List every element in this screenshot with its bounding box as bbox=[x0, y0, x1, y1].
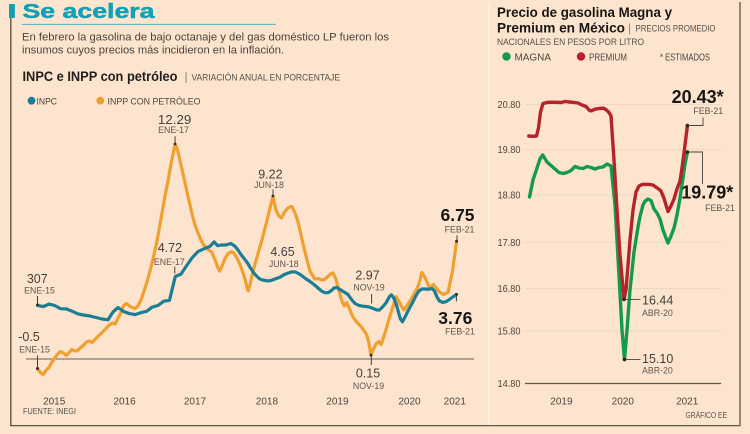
svg-text:2021: 2021 bbox=[444, 397, 467, 408]
svg-text:NOV-19: NOV-19 bbox=[353, 283, 384, 293]
svg-text:17.80: 17.80 bbox=[498, 238, 521, 249]
svg-text:PRECIOS PROMEDIO: PRECIOS PROMEDIO bbox=[636, 23, 716, 34]
svg-text:-0.5: -0.5 bbox=[18, 330, 40, 344]
svg-text:Premium en México: Premium en México bbox=[497, 21, 625, 36]
svg-text:18.80: 18.80 bbox=[498, 191, 521, 202]
svg-text:Se acelera: Se acelera bbox=[23, 1, 156, 23]
svg-text:ENE-15: ENE-15 bbox=[19, 345, 50, 355]
svg-text:2015: 2015 bbox=[43, 397, 66, 408]
svg-text:INPC: INPC bbox=[37, 96, 58, 107]
svg-text:Precio de gasolina Magna y: Precio de gasolina Magna y bbox=[497, 5, 672, 20]
svg-text:2017: 2017 bbox=[184, 397, 207, 408]
svg-text:INPC e INPP con petróleo: INPC e INPP con petróleo bbox=[23, 69, 178, 84]
svg-text:* ESTIMADOS: * ESTIMADOS bbox=[660, 53, 710, 64]
svg-text:ENE-17: ENE-17 bbox=[154, 257, 185, 267]
svg-text:20.43*: 20.43* bbox=[672, 87, 724, 107]
svg-text:15.10: 15.10 bbox=[642, 352, 673, 366]
svg-text:12.29: 12.29 bbox=[158, 113, 192, 127]
svg-text:20.80: 20.80 bbox=[498, 100, 521, 111]
svg-text:insumos cuyos precios más inci: insumos cuyos precios más incidieron en … bbox=[22, 45, 284, 57]
svg-text:VARIACIÓN ANUAL EN PORCENTAJE: VARIACIÓN ANUAL EN PORCENTAJE bbox=[192, 71, 341, 82]
svg-text:3.76: 3.76 bbox=[438, 308, 472, 328]
svg-text:2018: 2018 bbox=[256, 397, 279, 408]
svg-text:NOV-19: NOV-19 bbox=[353, 381, 384, 391]
svg-text:NACIONALES EN PESOS POR LITRO: NACIONALES EN PESOS POR LITRO bbox=[497, 36, 644, 47]
svg-text:ABR-20: ABR-20 bbox=[642, 308, 673, 318]
svg-text:2019: 2019 bbox=[326, 397, 349, 408]
svg-text:2019: 2019 bbox=[550, 397, 573, 408]
svg-text:PREMIUM: PREMIUM bbox=[589, 53, 627, 64]
svg-text:FUENTE: INEGI: FUENTE: INEGI bbox=[23, 407, 76, 416]
svg-text:ENE-15: ENE-15 bbox=[24, 286, 55, 296]
svg-text:4.72: 4.72 bbox=[158, 241, 182, 255]
svg-text:19.80: 19.80 bbox=[498, 145, 521, 156]
svg-text:307: 307 bbox=[27, 272, 48, 286]
svg-text:|: | bbox=[628, 21, 631, 35]
svg-text:MAGNA: MAGNA bbox=[515, 53, 552, 64]
svg-text:|: | bbox=[185, 70, 188, 84]
svg-text:GRÁFICO EE: GRÁFICO EE bbox=[686, 411, 728, 420]
svg-text:0.15: 0.15 bbox=[356, 367, 380, 381]
svg-text:FEB-21: FEB-21 bbox=[445, 327, 475, 337]
svg-text:4.65: 4.65 bbox=[270, 245, 294, 259]
svg-text:14.80: 14.80 bbox=[498, 379, 521, 390]
svg-text:ABR-20: ABR-20 bbox=[642, 365, 673, 375]
svg-text:FEB-21: FEB-21 bbox=[693, 106, 723, 116]
svg-text:ENE-17: ENE-17 bbox=[158, 125, 189, 135]
svg-text:2021: 2021 bbox=[676, 397, 699, 408]
svg-text:FEB-21: FEB-21 bbox=[705, 203, 735, 213]
svg-text:16.80: 16.80 bbox=[498, 284, 521, 295]
svg-text:En febrero la gasolina de bajo: En febrero la gasolina de bajo octanaje … bbox=[22, 31, 389, 43]
svg-text:2020: 2020 bbox=[612, 397, 635, 408]
svg-text:2016: 2016 bbox=[113, 397, 136, 408]
svg-text:2020: 2020 bbox=[398, 397, 421, 408]
svg-text:JUN-18: JUN-18 bbox=[254, 180, 284, 190]
svg-text:15.80: 15.80 bbox=[498, 327, 521, 338]
svg-text:9.22: 9.22 bbox=[258, 167, 282, 181]
svg-text:16.44: 16.44 bbox=[642, 293, 673, 307]
svg-text:INPP CON PETRÓLEO: INPP CON PETRÓLEO bbox=[108, 96, 201, 107]
svg-text:FEB-21: FEB-21 bbox=[445, 224, 475, 234]
svg-text:2.97: 2.97 bbox=[355, 269, 379, 283]
svg-text:19.79*: 19.79* bbox=[681, 183, 733, 203]
svg-text:JUN-18: JUN-18 bbox=[269, 259, 299, 269]
svg-text:6.75: 6.75 bbox=[440, 205, 474, 225]
